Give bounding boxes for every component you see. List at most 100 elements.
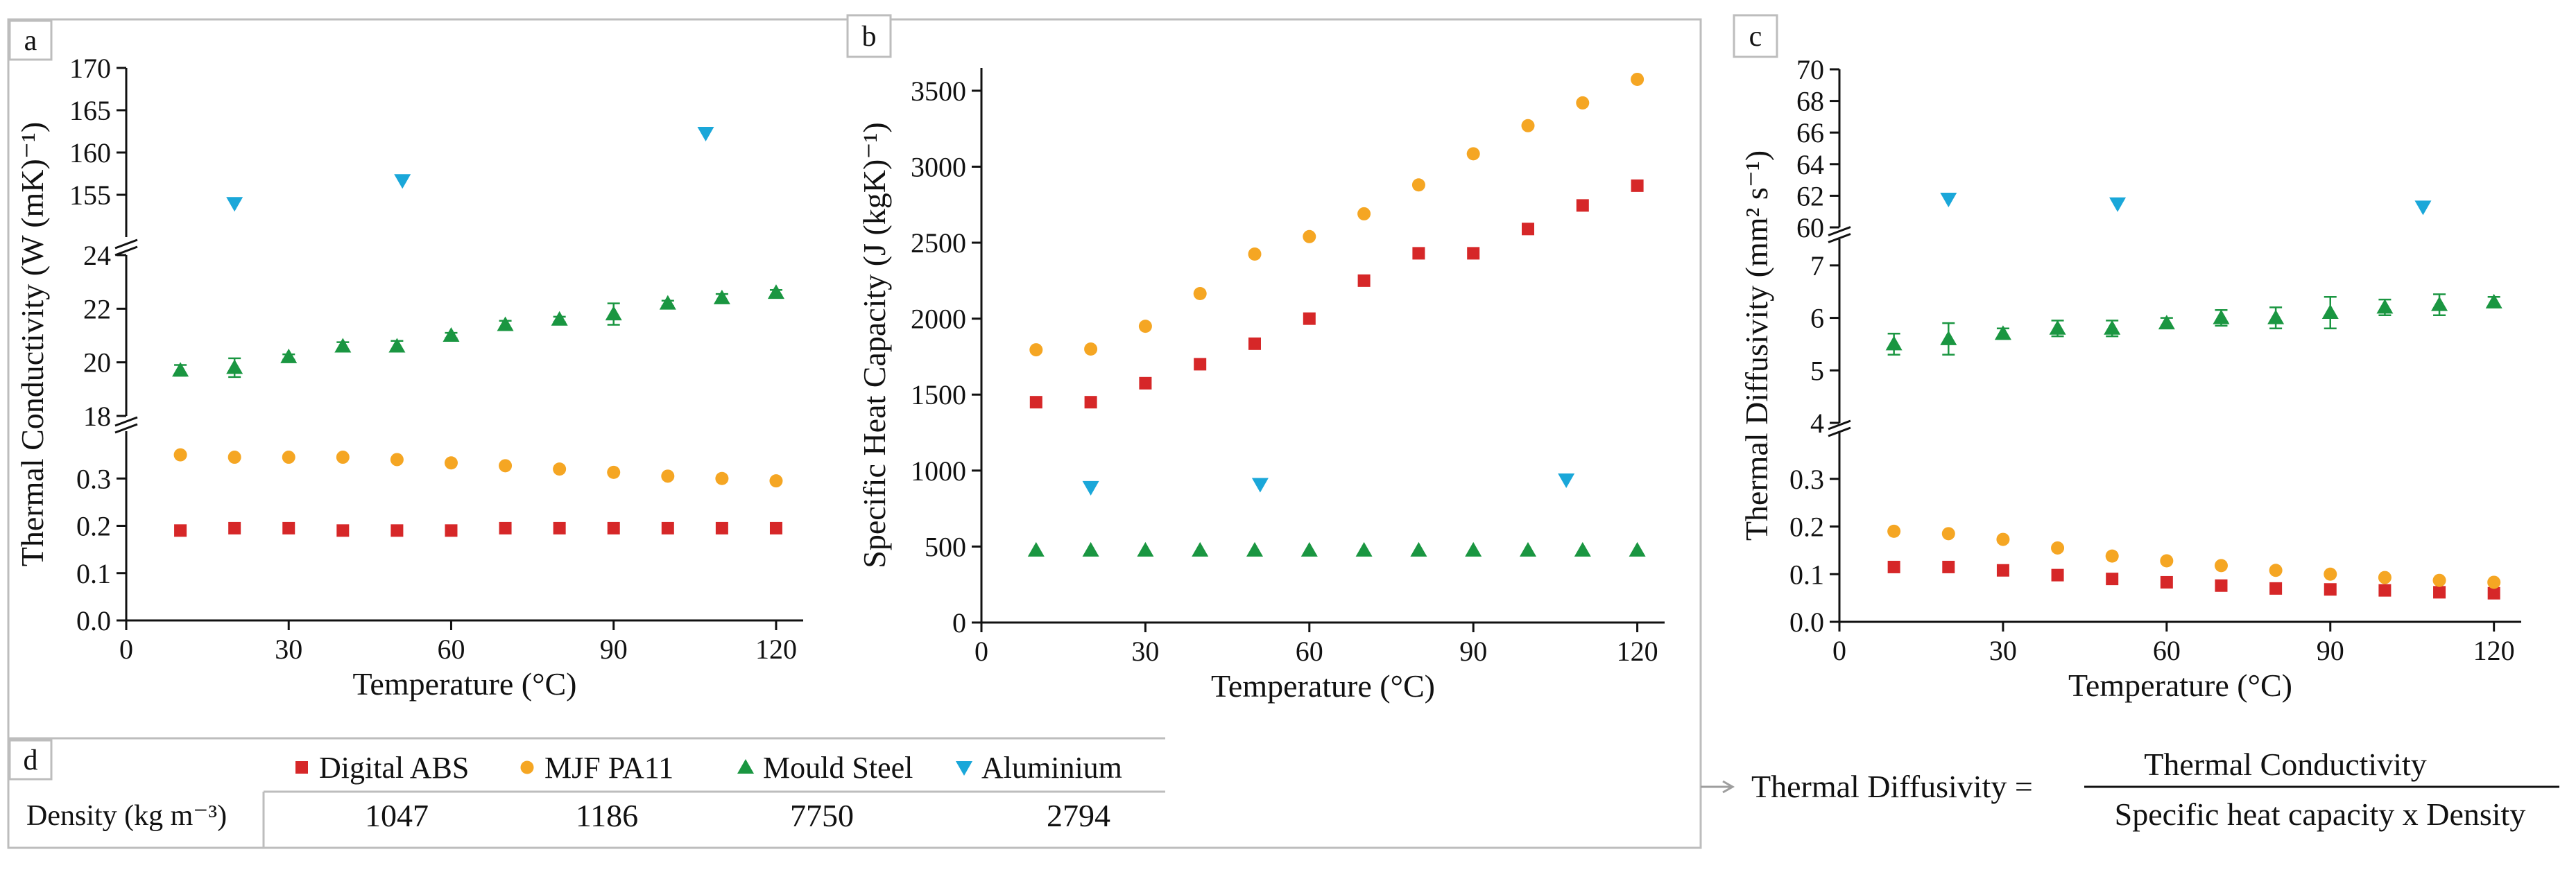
- y-tick-label: 4: [1810, 408, 1824, 439]
- data-point: [2378, 571, 2392, 584]
- data-point: [2049, 320, 2066, 335]
- series-aluminium: [226, 126, 714, 212]
- legend-item-digital-abs: Digital ABS: [295, 751, 469, 785]
- density-value-pa11: 1186: [576, 798, 638, 833]
- data-point: [1885, 336, 1903, 351]
- y-tick-label: 0.0: [1789, 607, 1824, 638]
- panel-label-d: d: [8, 739, 53, 781]
- formula-denominator: Specific heat capacity x Density: [2115, 797, 2526, 832]
- data-point: [1248, 247, 1262, 261]
- data-point: [2324, 583, 2337, 596]
- chart-b-specific-heat-capacity: 0 30 60 90 120 Temperature (°C) 0 500 1000 1500 20…: [857, 68, 1665, 704]
- data-point: [390, 453, 404, 467]
- data-point: [1887, 560, 1900, 573]
- legend-item-mould-steel: Mould Steel: [737, 751, 913, 785]
- panel-label-d-text: d: [24, 745, 38, 776]
- y-tick-label: 0.1: [76, 558, 111, 589]
- x-tick-label: 0: [1832, 635, 1846, 666]
- data-point: [1246, 541, 1263, 557]
- data-point: [2378, 584, 2392, 597]
- data-point: [553, 462, 567, 476]
- data-point: [2485, 293, 2502, 308]
- x-tick-label: 120: [2473, 635, 2515, 666]
- data-point: [227, 451, 241, 464]
- data-point: [715, 521, 728, 534]
- data-point: [2109, 197, 2127, 212]
- data-point: [1940, 192, 1957, 207]
- data-point: [1027, 541, 1045, 557]
- y-tick-label: 0.0: [76, 605, 111, 636]
- x-tick-label: 30: [1131, 636, 1159, 667]
- data-point: [2269, 582, 2283, 595]
- data-point: [1248, 337, 1261, 350]
- data-point: [2158, 315, 2175, 330]
- data-point: [1139, 376, 1152, 390]
- data-point: [1996, 532, 2010, 546]
- series-aluminium: [1082, 473, 1575, 496]
- data-point: [1465, 541, 1482, 557]
- data-point: [607, 521, 620, 534]
- data-point: [1029, 396, 1042, 409]
- data-point: [769, 521, 782, 534]
- density-value-abs: 1047: [365, 798, 429, 833]
- data-point: [607, 465, 621, 479]
- data-point: [697, 126, 714, 141]
- formula-lhs: Thermal Diffusivity =: [1751, 769, 2033, 804]
- panel-label-b-text: b: [862, 21, 877, 53]
- data-point: [388, 338, 406, 353]
- y-tick-label: 3000: [911, 151, 966, 182]
- data-point: [2104, 320, 2121, 335]
- axis-break-mark: [1828, 233, 1851, 243]
- data-point: [1521, 119, 1535, 132]
- x-axis-label: Temperature (°C): [353, 666, 577, 702]
- legend-marker: [737, 759, 754, 774]
- data-point: [661, 521, 674, 534]
- data-point: [1467, 247, 1480, 260]
- data-point: [2105, 549, 2119, 563]
- data-point: [226, 359, 243, 374]
- data-point: [1357, 207, 1371, 220]
- data-point: [2051, 568, 2064, 582]
- density-value-al: 2794: [1047, 798, 1110, 833]
- data-point: [1137, 541, 1154, 557]
- y-tick-label: 22: [83, 293, 111, 324]
- y-tick-label: 155: [69, 180, 111, 211]
- data-point: [1466, 147, 1480, 161]
- x-tick-label: 30: [1989, 635, 2017, 666]
- data-point: [2106, 573, 2119, 586]
- data-point: [2160, 575, 2173, 589]
- formula-arrow-head: [1722, 780, 1735, 794]
- data-point: [2213, 309, 2230, 324]
- data-point: [2487, 575, 2501, 589]
- y-axis-label: Thermal Diffusivity (mm² s⁻¹): [1739, 150, 1774, 541]
- data-point: [336, 524, 350, 537]
- data-point: [1300, 541, 1318, 557]
- data-point: [2051, 541, 2065, 555]
- data-point: [334, 338, 352, 353]
- x-axis-label: Temperature (°C): [2068, 668, 2292, 703]
- data-point: [2487, 586, 2500, 600]
- legend-label: Aluminium: [981, 751, 1122, 785]
- data-point: [445, 524, 458, 537]
- legend-label: Mould Steel: [763, 751, 913, 785]
- data-point: [1082, 541, 1099, 557]
- y-tick-label: 2500: [911, 227, 966, 259]
- axis-break-mark: [1828, 426, 1851, 437]
- x-tick-label: 60: [2153, 635, 2181, 666]
- data-point: [1029, 343, 1043, 357]
- x-tick-label: 90: [2317, 635, 2344, 666]
- panel-frame-ab: [7, 18, 1702, 849]
- y-axis-label: Thermal Conductivity (W (mK)⁻¹): [15, 122, 50, 566]
- data-point: [173, 448, 187, 462]
- data-point: [1576, 199, 1589, 212]
- data-point: [1522, 223, 1534, 236]
- series-mould-steel: [1885, 293, 2502, 356]
- data-point: [769, 474, 783, 488]
- panel-label-a-text: a: [24, 25, 37, 57]
- y-tick-label: 500: [925, 531, 966, 562]
- data-point: [1193, 286, 1207, 300]
- data-point: [1410, 541, 1427, 557]
- data-point: [2414, 200, 2432, 216]
- y-tick-label: 2000: [911, 304, 966, 335]
